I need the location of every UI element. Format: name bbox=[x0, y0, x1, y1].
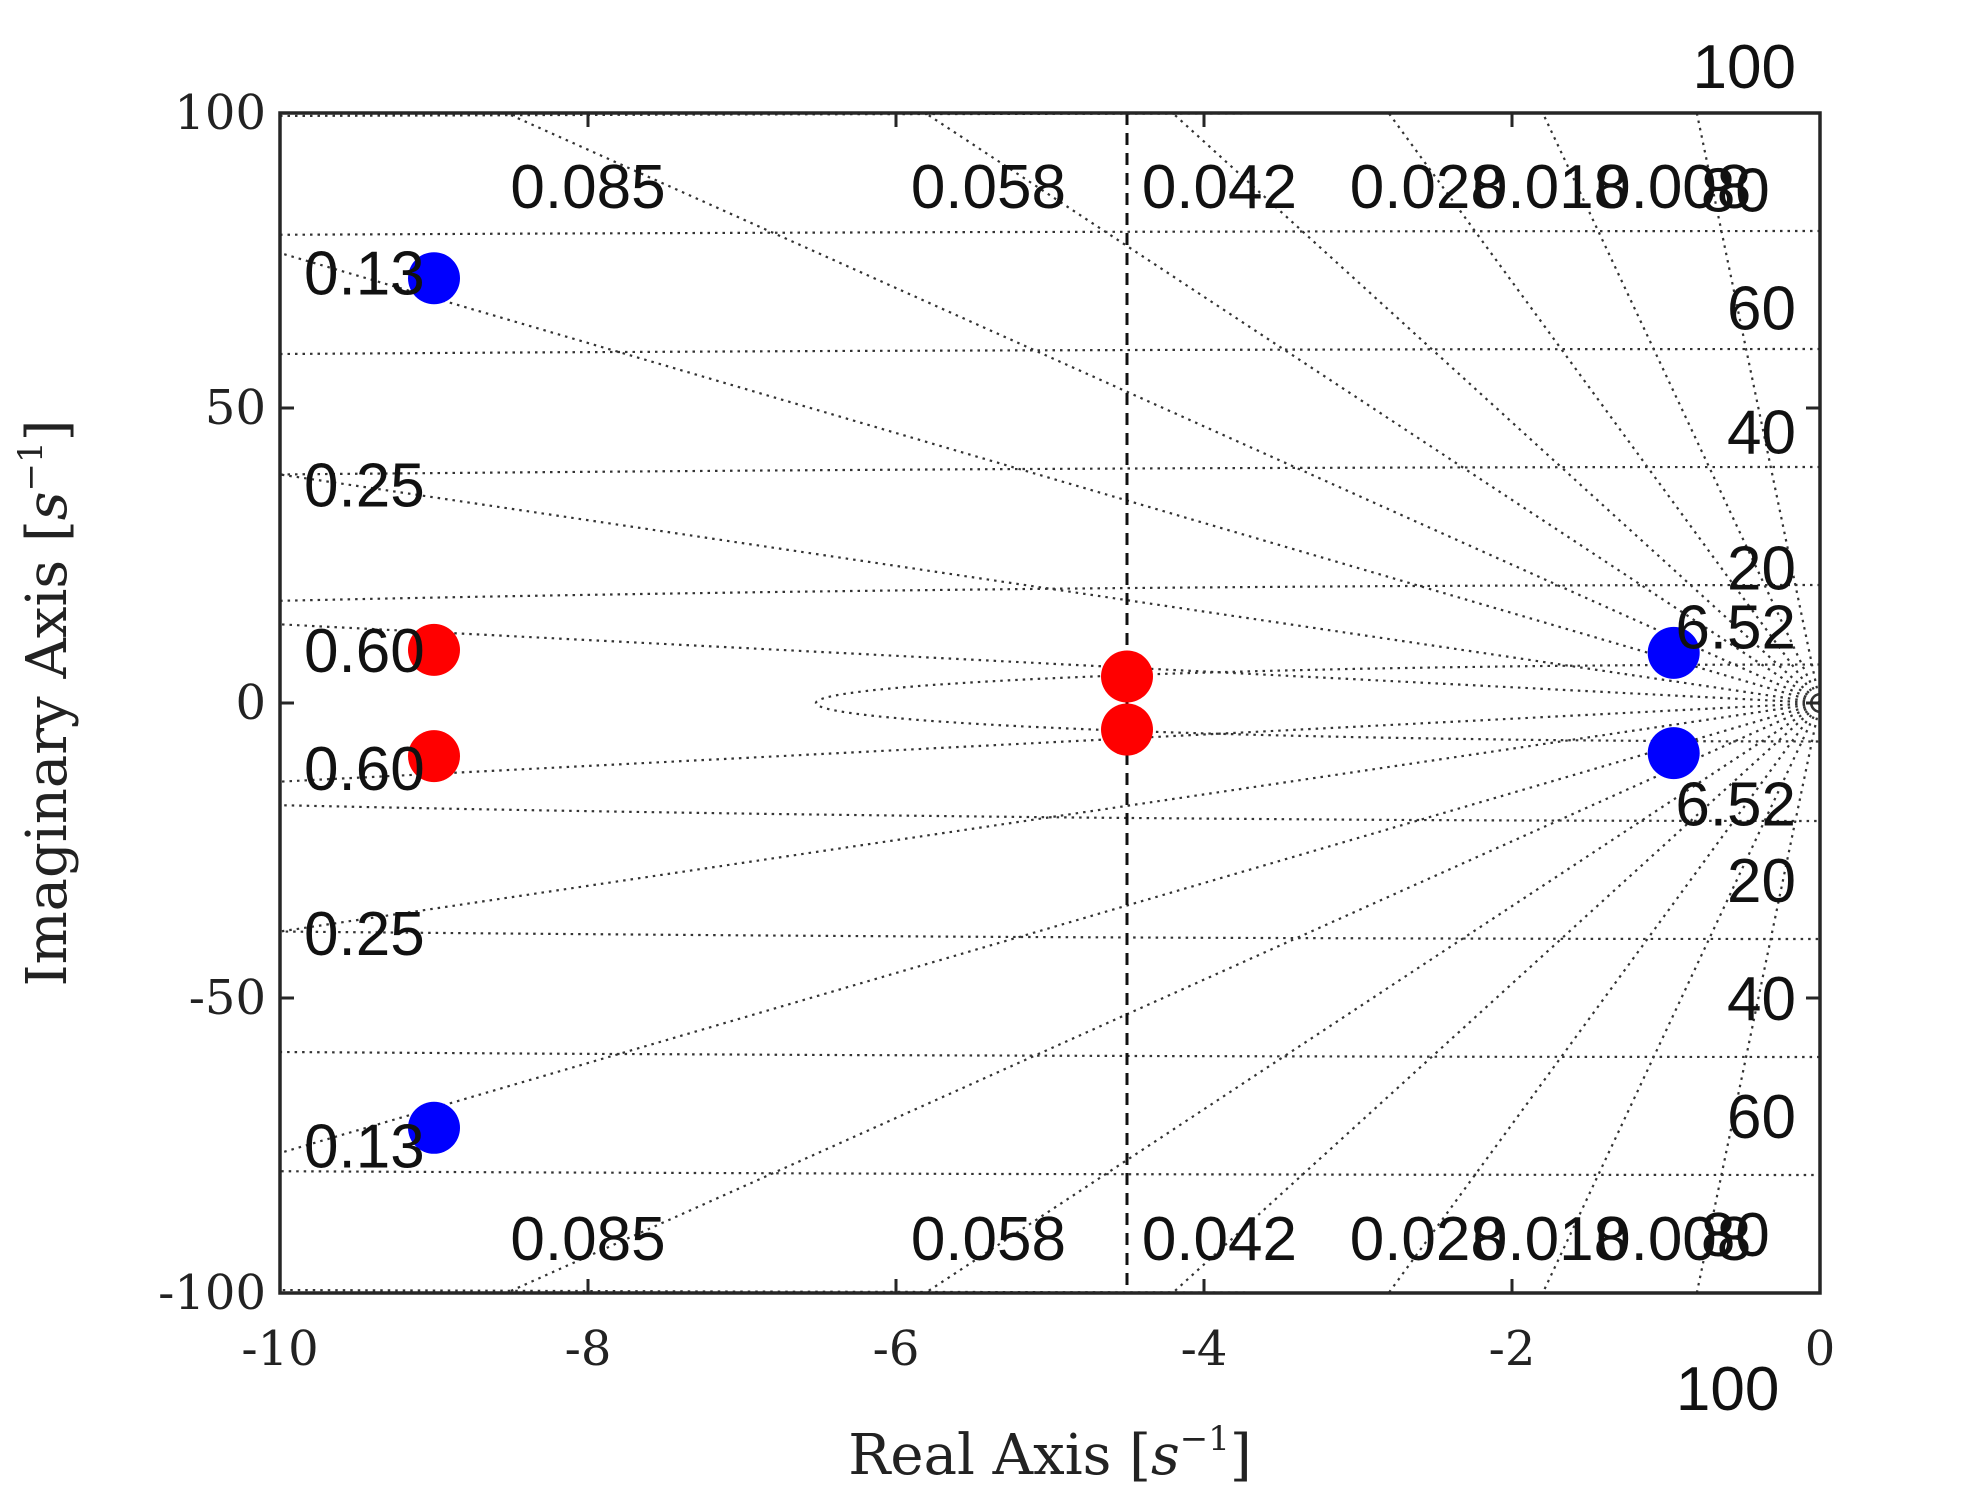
y-tick-label: 50 bbox=[205, 380, 266, 436]
damping-label: 0.085 bbox=[510, 153, 665, 222]
damping-label: 0.60 bbox=[304, 735, 425, 804]
pole-markers bbox=[408, 252, 1700, 1154]
frequency-label: 20 bbox=[1727, 534, 1796, 603]
x-axis-unit-exp: −1 bbox=[1180, 1419, 1230, 1459]
pole-marker bbox=[1647, 727, 1700, 780]
damping-label: 0.13 bbox=[304, 1113, 425, 1182]
frequency-label: 100 bbox=[1693, 33, 1796, 102]
pole-marker bbox=[1101, 703, 1153, 756]
damping-label: 0.60 bbox=[304, 617, 425, 686]
damping-label: 0.25 bbox=[304, 452, 425, 521]
pole-marker bbox=[1101, 650, 1153, 703]
y-axis-unit: s bbox=[15, 491, 80, 520]
sgrid bbox=[280, 113, 1820, 1293]
damping-label: 0.008 bbox=[1596, 1205, 1751, 1274]
frequency-label: 40 bbox=[1727, 399, 1796, 468]
frequency-arc bbox=[814, 663, 1820, 743]
damping-label: 0.042 bbox=[1142, 1205, 1297, 1274]
y-axis-unit-exp: −1 bbox=[11, 441, 51, 491]
pole-marker bbox=[408, 730, 460, 783]
damping-label: 0.018 bbox=[1473, 153, 1628, 222]
y-axis-title: Imaginary Axis [s−1] bbox=[11, 419, 80, 986]
pole-marker bbox=[408, 252, 460, 305]
damping-ray bbox=[923, 113, 1820, 704]
x-tick-label: -4 bbox=[1181, 1321, 1228, 1377]
frequency-label: 80 bbox=[1701, 1201, 1770, 1270]
damping-ray bbox=[280, 701, 1820, 783]
damping-label: 0.085 bbox=[510, 1205, 665, 1274]
damping-ray bbox=[280, 623, 1820, 705]
sgrid-labels: 0.13 0.25 0.60 0.60 0.25 0.13 0.085 0.058 0.042 0… bbox=[304, 33, 1796, 1424]
damping-ray bbox=[923, 702, 1820, 1293]
damping-label: 0.028 bbox=[1350, 1205, 1505, 1274]
axis-ticks: -10 -8 -6 -4 -2 0 -100 -50 0 50 100 bbox=[158, 85, 1835, 1377]
damping-label: 0.042 bbox=[1142, 153, 1297, 222]
damping-label: 0.018 bbox=[1473, 1205, 1628, 1274]
x-tick-label: -6 bbox=[873, 1321, 920, 1377]
pole-marker bbox=[1647, 626, 1700, 679]
x-axis-unit: s bbox=[1151, 1423, 1180, 1488]
y-tick-label: 100 bbox=[174, 85, 266, 141]
frequency-label: 20 bbox=[1727, 847, 1796, 916]
damping-ray bbox=[503, 113, 1820, 705]
x-tick-label: 0 bbox=[1805, 1321, 1836, 1377]
damping-label: 0.008 bbox=[1596, 153, 1751, 222]
frequency-label: 40 bbox=[1727, 965, 1796, 1034]
frequency-label: 60 bbox=[1727, 1083, 1796, 1152]
x-tick-label: -8 bbox=[565, 1321, 612, 1377]
y-tick-label: 0 bbox=[235, 675, 266, 731]
damping-label: 0.058 bbox=[911, 153, 1066, 222]
damping-label: 0.13 bbox=[304, 239, 425, 308]
y-tick-label: -100 bbox=[158, 1265, 266, 1321]
damping-label: 0.058 bbox=[911, 1205, 1066, 1274]
frequency-label: 60 bbox=[1727, 275, 1796, 344]
pole-marker bbox=[408, 1101, 460, 1154]
frequency-label: 80 bbox=[1701, 157, 1770, 226]
x-tick-label: -10 bbox=[241, 1321, 318, 1377]
x-axis-label: Real Axis bbox=[848, 1423, 1111, 1488]
x-tick-label: -2 bbox=[1489, 1321, 1536, 1377]
y-axis-label: Imaginary Axis bbox=[15, 560, 80, 987]
frequency-label: 6.52 bbox=[1675, 770, 1796, 839]
damping-label: 0.028 bbox=[1350, 153, 1505, 222]
frequency-label: 6.52 bbox=[1675, 593, 1796, 662]
frequency-label: 100 bbox=[1676, 1355, 1779, 1424]
damping-ray bbox=[503, 701, 1820, 1293]
y-tick-label: -50 bbox=[189, 970, 266, 1026]
x-axis-title: Real Axis [s−1] bbox=[848, 1419, 1251, 1488]
pole-marker bbox=[408, 623, 460, 676]
damping-label: 0.25 bbox=[304, 900, 425, 969]
